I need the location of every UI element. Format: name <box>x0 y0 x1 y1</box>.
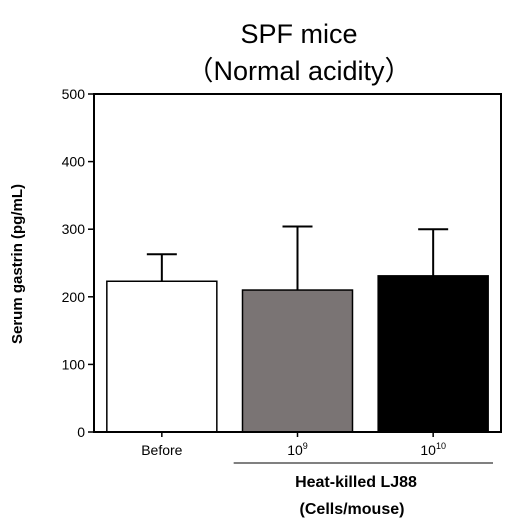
y-tick-label: 400 <box>62 154 86 170</box>
x-tick-label: 1010 <box>420 441 446 458</box>
y-tick-label: 300 <box>62 221 86 237</box>
chart-title: SPF mice <box>240 19 357 49</box>
x-tick-label-exponent: 9 <box>303 441 308 451</box>
x-tick-label-exponent: 10 <box>436 441 446 451</box>
bar <box>241 289 354 433</box>
bar <box>106 280 218 433</box>
x-tick-label: Before <box>141 442 182 458</box>
y-tick-label: 500 <box>62 86 86 102</box>
y-tick-label: 100 <box>62 356 86 372</box>
y-tick-label: 200 <box>62 289 86 305</box>
y-tick-label: 0 <box>77 424 85 440</box>
y-axis-label: Serum gastrin (pg/mL) <box>9 184 26 344</box>
group-label-unit: (Cells/mouse) <box>300 501 405 518</box>
x-tick-label: 109 <box>287 441 308 458</box>
group-label-heat-killed: Heat-killed LJ88 <box>295 474 417 491</box>
bar <box>377 275 489 433</box>
chart-subtitle: （Normal acidity） <box>186 56 411 86</box>
